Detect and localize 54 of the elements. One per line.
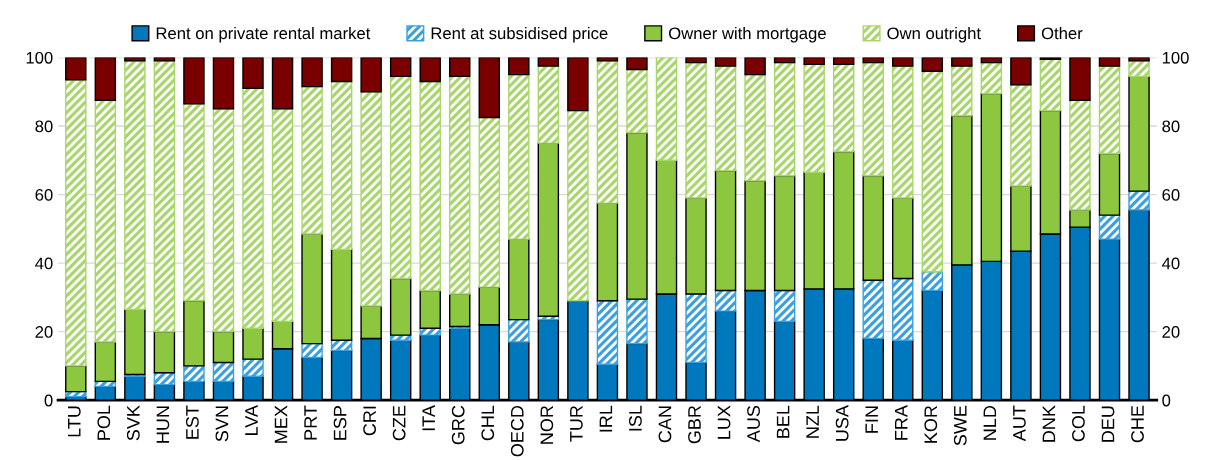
x-tick-label: ITA: [422, 405, 435, 431]
x-tick-label: LVA: [245, 405, 258, 436]
x-tick-label: ISL: [629, 405, 642, 431]
y2-tick-label: 80: [1162, 120, 1180, 133]
y-tick-label: 60: [35, 188, 53, 201]
x-tick-label: IRL: [599, 405, 613, 432]
y2-tick-label: 0: [1162, 394, 1171, 407]
x-tick-label: DNK: [1042, 405, 1056, 442]
x-tick-label: MEX: [274, 405, 288, 443]
x-tick-label: USA: [835, 405, 849, 441]
x-tick-label: AUT: [1013, 405, 1026, 442]
x-tick-label: COL: [1072, 405, 1085, 442]
x-tick-label: NLD: [983, 405, 997, 440]
legend-label: Other: [1041, 26, 1083, 40]
x-tick-label: SVK: [126, 405, 140, 441]
x-tick-label: FRA: [895, 405, 908, 440]
x-tick-label: EST: [186, 405, 199, 439]
y-tick-label: 100: [26, 51, 53, 64]
x-tick-label: GBR: [688, 405, 701, 444]
y-tick-label: 0: [44, 394, 53, 407]
x-tick-label: KOR: [924, 405, 938, 443]
y2-tick-label: 60: [1162, 188, 1180, 201]
legend-label: Own outright: [887, 26, 981, 43]
x-tick-label: CRI: [363, 406, 376, 436]
x-tick-label: PRT: [304, 405, 317, 440]
x-tick-label: SWE: [953, 405, 967, 446]
legend-label: Rent on private rental market: [156, 26, 371, 43]
x-tick-label: BEL: [776, 405, 790, 438]
x-tick-label: LUX: [717, 405, 731, 439]
x-tick-label: OECD: [510, 405, 524, 457]
x-tick-label: HUN: [156, 406, 170, 443]
x-tick-label: POL: [97, 405, 111, 440]
x-tick-label: CAN: [658, 406, 672, 443]
x-tick-label: FIN: [865, 406, 878, 433]
x-tick-label: AUS: [747, 405, 760, 443]
x-tick-label: GRC: [451, 405, 465, 445]
y2-tick-label: 40: [1162, 257, 1180, 270]
legend-label: Owner with mortgage: [668, 26, 826, 43]
y2-tick-label: 20: [1162, 326, 1180, 338]
x-tick-label: CHE: [1131, 405, 1144, 443]
y-tick-label: 20: [35, 326, 53, 338]
x-tick-label: CHL: [481, 405, 495, 441]
x-tick-label: LTU: [68, 406, 81, 437]
y-tick-label: 80: [35, 120, 53, 133]
legend-label: Rent at subsidised price: [431, 26, 608, 43]
x-tick-label: DEU: [1101, 406, 1115, 442]
x-tick-label: NZL: [806, 405, 819, 438]
x-tick-label: SVN: [215, 406, 229, 442]
x-tick-label: TUR: [570, 405, 583, 442]
y-tick-label: 40: [35, 257, 53, 270]
x-tick-label: ESP: [333, 406, 347, 440]
x-tick-label: CZE: [392, 405, 406, 441]
x-tick-label: NOR: [540, 405, 554, 444]
y2-tick-label: 100: [1162, 51, 1189, 64]
